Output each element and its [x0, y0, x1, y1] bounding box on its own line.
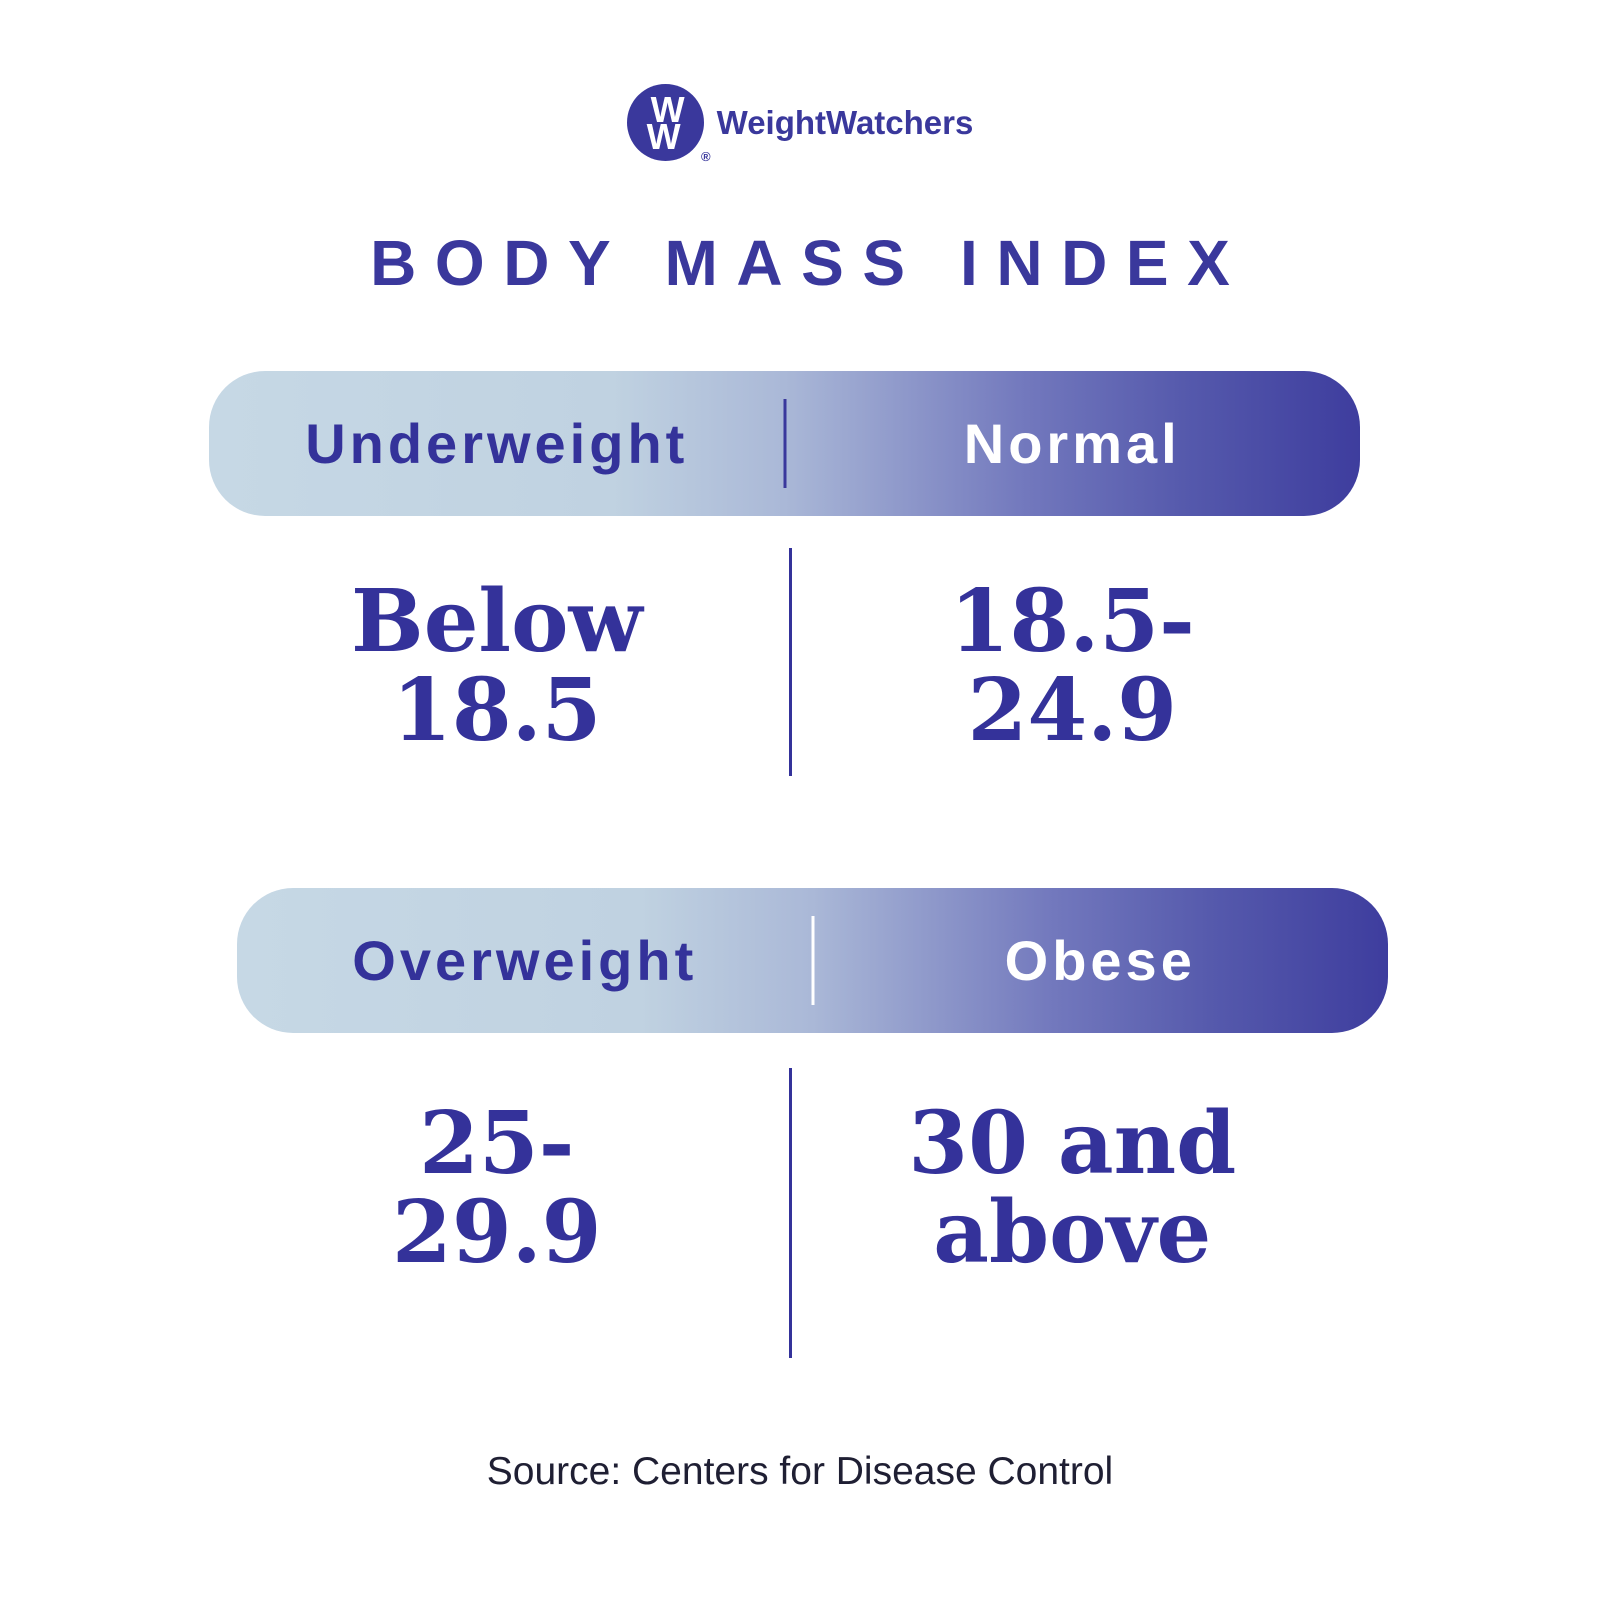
- value-divider-top: [789, 548, 792, 776]
- logo-monogram-top: W: [650, 88, 685, 130]
- bmi-range-overweight: 25- 29.9: [392, 1093, 602, 1283]
- bmi-range-obese: 30 and above: [908, 1093, 1237, 1283]
- banner-divider: [811, 916, 814, 1005]
- value-row-top: Below 18.5 18.5- 24.9: [209, 571, 1361, 761]
- category-banner-top: Underweight Normal: [209, 371, 1360, 516]
- bmi-range-normal: 18.5- 24.9: [949, 571, 1195, 761]
- logo-monogram-bottom: W: [646, 115, 681, 157]
- banner-cell-overweight: Overweight: [237, 888, 813, 1033]
- category-label-underweight: Underweight: [305, 412, 689, 475]
- banner-divider: [783, 399, 786, 488]
- value-cell-overweight: 25- 29.9: [209, 1093, 785, 1283]
- ww-logo: W W ® WeightWatchers: [0, 84, 1600, 164]
- value-cell-underweight: Below 18.5: [209, 571, 785, 761]
- bmi-range-obese-line2: above: [933, 1181, 1212, 1283]
- bmi-range-normal-line2: 24.9: [967, 659, 1177, 761]
- category-label-obese: Obese: [1004, 929, 1196, 992]
- banner-cell-normal: Normal: [785, 371, 1361, 516]
- ww-logo-icon: W W ®: [626, 84, 711, 164]
- bmi-range-overweight-line2: 29.9: [392, 1181, 602, 1283]
- bmi-range-underweight-line1: Below: [351, 571, 643, 672]
- source-attribution: Source: Centers for Disease Control: [486, 1450, 1114, 1493]
- banner-cell-obese: Obese: [813, 888, 1389, 1033]
- value-cell-normal: 18.5- 24.9: [785, 571, 1361, 761]
- category-label-overweight: Overweight: [352, 929, 698, 992]
- bmi-range-underweight: Below 18.5: [351, 571, 643, 761]
- bmi-range-obese-line1: 30 and: [908, 1093, 1237, 1194]
- registered-trademark-icon: ®: [701, 149, 711, 164]
- page-title: BODY MASS INDEX: [370, 227, 1249, 299]
- bmi-range-underweight-line2: 18.5: [392, 659, 602, 761]
- banner-cell-underweight: Underweight: [209, 371, 785, 516]
- category-banner-bottom: Overweight Obese: [237, 888, 1388, 1033]
- value-row-bottom: 25- 29.9 30 and above: [209, 1093, 1361, 1283]
- value-cell-obese: 30 and above: [785, 1093, 1361, 1283]
- bmi-range-overweight-line1: 25-: [419, 1093, 575, 1194]
- bmi-range-normal-line1: 18.5-: [949, 571, 1195, 672]
- value-divider-bottom: [789, 1068, 792, 1358]
- category-label-normal: Normal: [963, 412, 1181, 475]
- logo-wordmark: WeightWatchers: [716, 103, 974, 141]
